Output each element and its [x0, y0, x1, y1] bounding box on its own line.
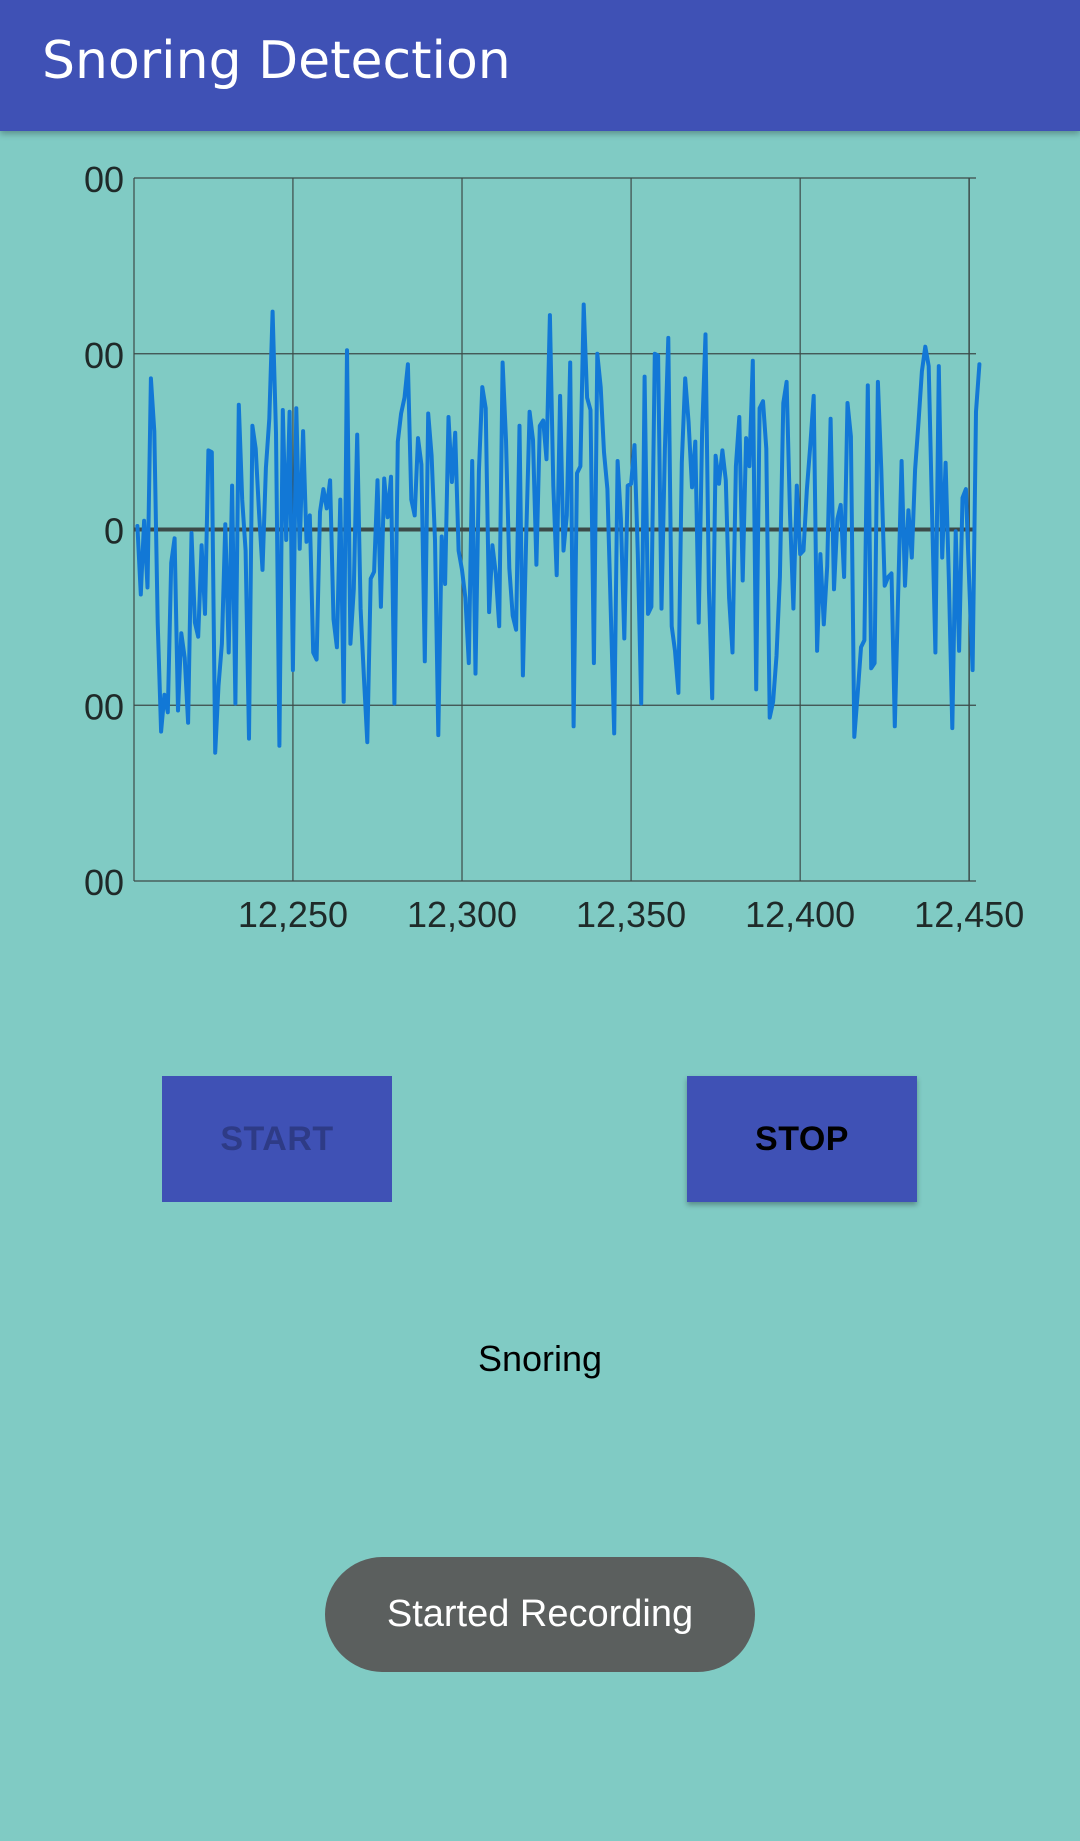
y-tick-label: 00	[84, 159, 124, 200]
x-tick-label: 12,300	[407, 894, 517, 935]
y-tick-label: 00	[84, 335, 124, 376]
y-tick-label: 00	[84, 686, 124, 727]
waveform-series-line	[135, 302, 982, 755]
stop-button[interactable]: Stop	[687, 1076, 917, 1202]
y-tick-label: 00	[84, 862, 124, 903]
toast-notification: Started Recording	[325, 1557, 755, 1672]
audio-waveform-graph: 00 00 0 00 00 12,250 12,300 12,350 12,400 12,450	[0, 131, 1080, 951]
x-tick-label: 12,400	[745, 894, 855, 935]
y-tick-label: 0	[104, 511, 124, 552]
x-tick-label: 12,350	[576, 894, 686, 935]
app-bar: Snoring Detection	[0, 0, 1080, 131]
detection-status-text: Snoring	[477, 1338, 603, 1379]
x-tick-label: 12,450	[914, 894, 1024, 935]
start-button[interactable]: Start	[162, 1076, 392, 1202]
app-title: Snoring Detection	[42, 31, 511, 91]
toast-text: Started Recording	[386, 1593, 694, 1635]
x-tick-label: 12,250	[238, 894, 348, 935]
